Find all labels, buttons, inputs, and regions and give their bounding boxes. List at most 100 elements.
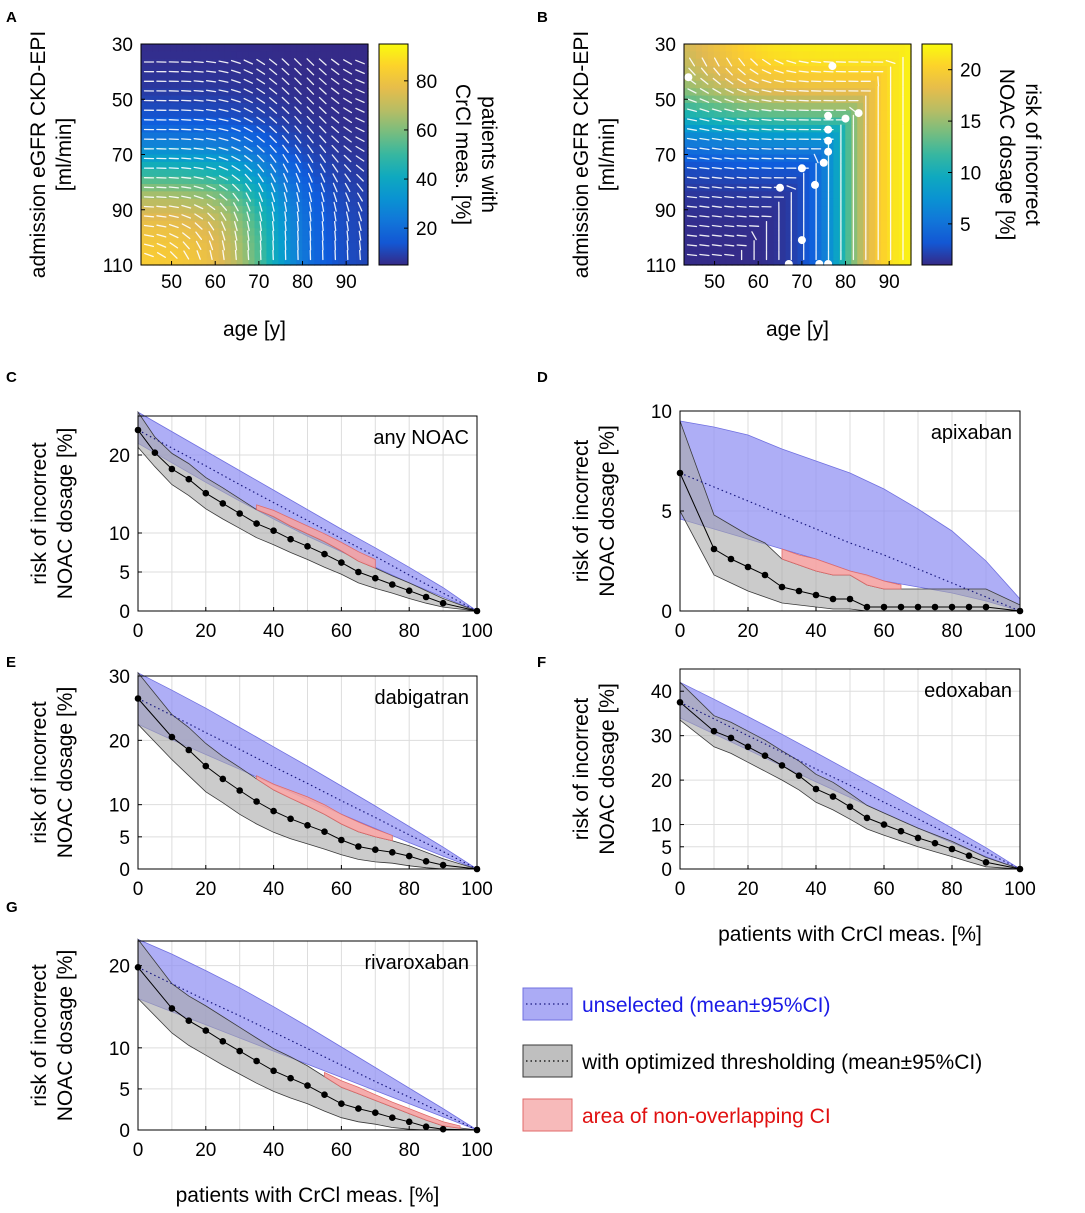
heatmap-cell [218, 58, 226, 67]
contour-dash [245, 192, 252, 202]
heatmap-cell [845, 206, 852, 215]
heatmap-cell [785, 198, 793, 207]
heatmap-cell [206, 235, 214, 244]
heatmap-cell [857, 191, 864, 200]
heatmap-cell [254, 154, 262, 163]
nonoverlap-ci-area [256, 775, 393, 842]
heatmap-cell [827, 44, 834, 52]
heatmap-cell [146, 80, 154, 89]
contour-dash [688, 67, 696, 76]
heatmap-cell [695, 228, 703, 237]
heatmap-cell [785, 102, 793, 111]
heatmap-cell [278, 220, 285, 229]
heatmap-cell [158, 250, 166, 259]
heatmap-cell [701, 220, 709, 229]
heatmap-cell [242, 206, 250, 215]
heatmap-cell [302, 183, 309, 192]
heatmap-cell [236, 191, 244, 200]
heatmap-cell [362, 58, 369, 67]
heatmap-cell [863, 198, 870, 207]
heatmap-cell [164, 161, 172, 170]
heatmap-cell [881, 88, 888, 97]
heatmap-cell [893, 44, 900, 52]
contour-dash [269, 106, 278, 114]
heatmap-cell [803, 147, 811, 156]
heatmap-cell [821, 250, 828, 259]
heatmap-cell [164, 66, 172, 75]
heatmap-cell [839, 73, 846, 82]
contour-dash [711, 195, 722, 199]
heatmap-cell [338, 117, 345, 126]
heatmap-cell [356, 66, 363, 75]
heatmap-cell [338, 110, 345, 119]
heatmap-cell [314, 183, 321, 192]
heatmap-cell [881, 102, 888, 111]
heatmap-cell [827, 176, 834, 185]
heatmap-cell [815, 132, 822, 141]
heatmap-cell [731, 95, 739, 104]
contour-dash [143, 243, 155, 248]
optimized-mean-point [236, 510, 243, 517]
y-tick-label: 10 [651, 816, 672, 837]
heatmap-cell [224, 139, 232, 148]
heatmap-cell [881, 125, 888, 133]
heatmap-cell [684, 257, 691, 266]
heatmap-cell [905, 161, 912, 170]
heatmap-cell [767, 73, 775, 82]
heatmap-cell [905, 206, 912, 215]
heatmap-cell [827, 235, 834, 244]
heatmap-cell [713, 132, 721, 141]
heatmap-cell [290, 154, 297, 163]
heatmap-cell [266, 198, 274, 207]
contour-dash [296, 220, 299, 232]
contour-dash [798, 70, 809, 73]
contour-dash [359, 249, 361, 261]
heatmap-cell [338, 154, 345, 163]
contour-dash [182, 232, 191, 240]
heatmap-cell [767, 176, 775, 185]
heatmap-cell [839, 110, 846, 119]
heatmap-cell [731, 191, 739, 200]
heatmap-cell [302, 198, 309, 207]
heatmap-cell [188, 161, 196, 170]
heatmap-cell [338, 161, 345, 170]
contour-dash [699, 128, 710, 132]
contour-dash [181, 157, 192, 160]
heatmap-cell [755, 235, 763, 244]
heatmap-cell [266, 176, 274, 185]
x-tick-label: 60 [873, 879, 894, 900]
contour-dash [272, 230, 275, 241]
heatmap-cell [308, 95, 315, 104]
heatmap-cell [899, 220, 906, 229]
heatmap-cell [719, 125, 727, 133]
heatmap-cell [344, 169, 351, 178]
heatmap-cell [326, 110, 333, 119]
heatmap-cell [230, 154, 238, 163]
heatmap-cell [320, 191, 327, 200]
heatmap-cell [869, 257, 876, 266]
heatmap-cell [689, 102, 697, 111]
heatmap-cell [689, 169, 697, 178]
heatmap-cell [194, 147, 202, 156]
heatmap-cell [857, 51, 864, 60]
heatmap-cell [863, 250, 870, 259]
heatmap-cell [254, 176, 262, 185]
x-tick-label: 40 [805, 621, 826, 642]
heatmap-cell [821, 95, 828, 104]
heatmap-cell [266, 250, 274, 259]
heatmap-cell [266, 147, 274, 156]
y-tick-label: 5 [119, 1080, 130, 1101]
heatmap-cell [236, 44, 244, 52]
heatmap-cell [689, 206, 697, 215]
heatmap-cell [170, 228, 178, 237]
heatmap-cell [695, 44, 703, 52]
heatmap-cell [767, 125, 775, 133]
heatmap-cell [689, 132, 697, 141]
heatmap-cell [761, 88, 769, 97]
heatmap-cell [314, 117, 321, 126]
heatmap-cell [242, 228, 250, 237]
contour-dash [748, 205, 760, 208]
heatmap-cell [773, 139, 781, 148]
contour-dash [773, 109, 785, 112]
threshold-point [797, 164, 806, 173]
